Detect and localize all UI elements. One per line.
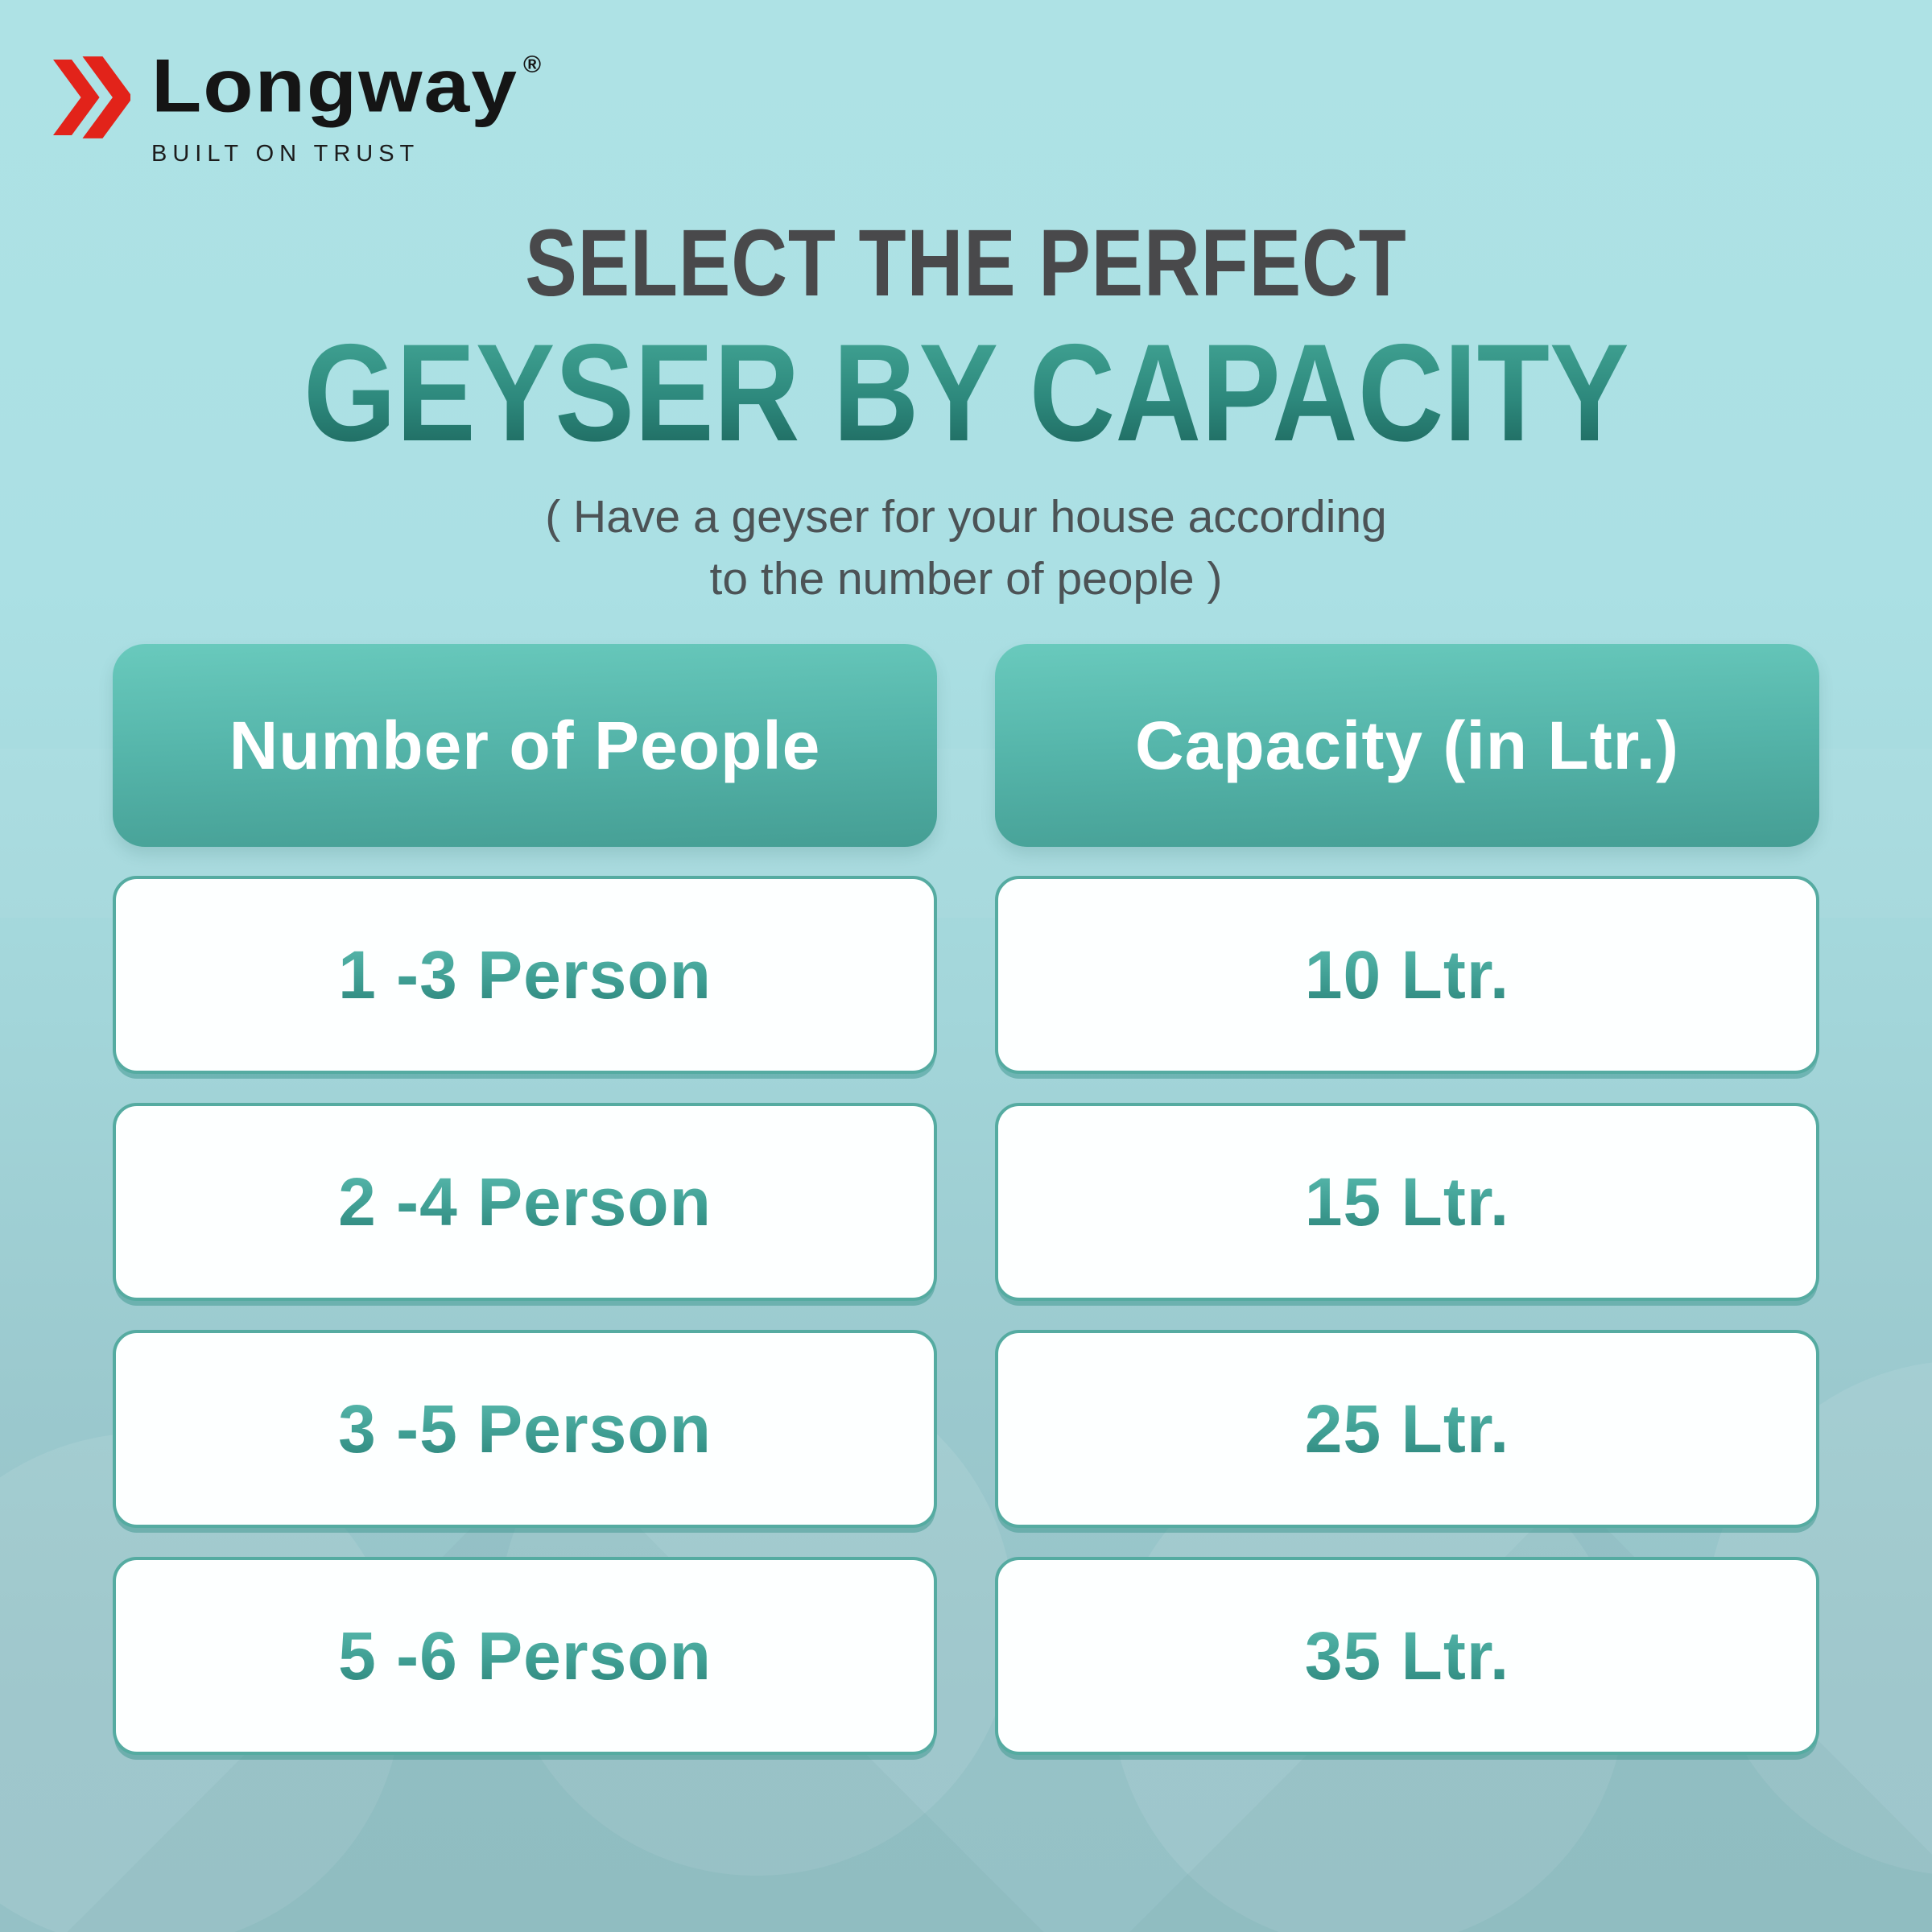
capacity-table: Number of People 1 -3 Person 2 -4 Person… bbox=[113, 644, 1819, 1755]
table-row-capacity-1: 10 Ltr. bbox=[995, 876, 1819, 1074]
brand-logo: Longway ® BUILT ON TRUST bbox=[53, 43, 542, 167]
table-row-capacity-4: 35 Ltr. bbox=[995, 1557, 1819, 1755]
subtitle-line-1: ( Have a geyser for your house according bbox=[545, 491, 1387, 543]
brand-tagline: BUILT ON TRUST bbox=[151, 140, 420, 167]
table-row-capacity-2: 15 Ltr. bbox=[995, 1103, 1819, 1301]
table-row-people-4: 5 -6 Person bbox=[113, 1557, 937, 1755]
title-block: SELECT THE PERFECT GEYSER BY CAPACITY ( … bbox=[0, 216, 1932, 610]
capacity-cell: 15 Ltr. bbox=[1304, 1163, 1510, 1240]
brand-name: Longway bbox=[151, 43, 519, 128]
capacity-column-header: Capacity (in Ltr.) bbox=[995, 644, 1819, 847]
people-column-header: Number of People bbox=[113, 644, 937, 847]
table-row-people-3: 3 -5 Person bbox=[113, 1330, 937, 1528]
people-cell: 5 -6 Person bbox=[338, 1617, 712, 1694]
registered-trademark-symbol: ® bbox=[523, 52, 542, 78]
title-subtitle: ( Have a geyser for your house according… bbox=[0, 486, 1932, 610]
capacity-column: Capacity (in Ltr.) 10 Ltr. 15 Ltr. 25 Lt… bbox=[995, 644, 1819, 1755]
table-row-people-2: 2 -4 Person bbox=[113, 1103, 937, 1301]
people-cell: 2 -4 Person bbox=[338, 1163, 712, 1240]
double-right-chevron-icon bbox=[53, 56, 133, 138]
table-row-capacity-3: 25 Ltr. bbox=[995, 1330, 1819, 1528]
capacity-cell: 10 Ltr. bbox=[1304, 936, 1510, 1013]
subtitle-line-2: to the number of people ) bbox=[709, 552, 1223, 605]
people-column: Number of People 1 -3 Person 2 -4 Person… bbox=[113, 644, 937, 1755]
capacity-header-label: Capacity (in Ltr.) bbox=[1134, 707, 1680, 783]
capacity-cell: 35 Ltr. bbox=[1304, 1617, 1510, 1694]
people-header-label: Number of People bbox=[229, 707, 821, 783]
people-cell: 3 -5 Person bbox=[338, 1390, 712, 1467]
table-row-people-1: 1 -3 Person bbox=[113, 876, 937, 1074]
title-kicker: SELECT THE PERFECT bbox=[525, 210, 1407, 316]
capacity-cell: 25 Ltr. bbox=[1304, 1390, 1510, 1467]
page-title: GEYSER BY CAPACITY bbox=[303, 316, 1629, 470]
people-cell: 1 -3 Person bbox=[338, 936, 712, 1013]
